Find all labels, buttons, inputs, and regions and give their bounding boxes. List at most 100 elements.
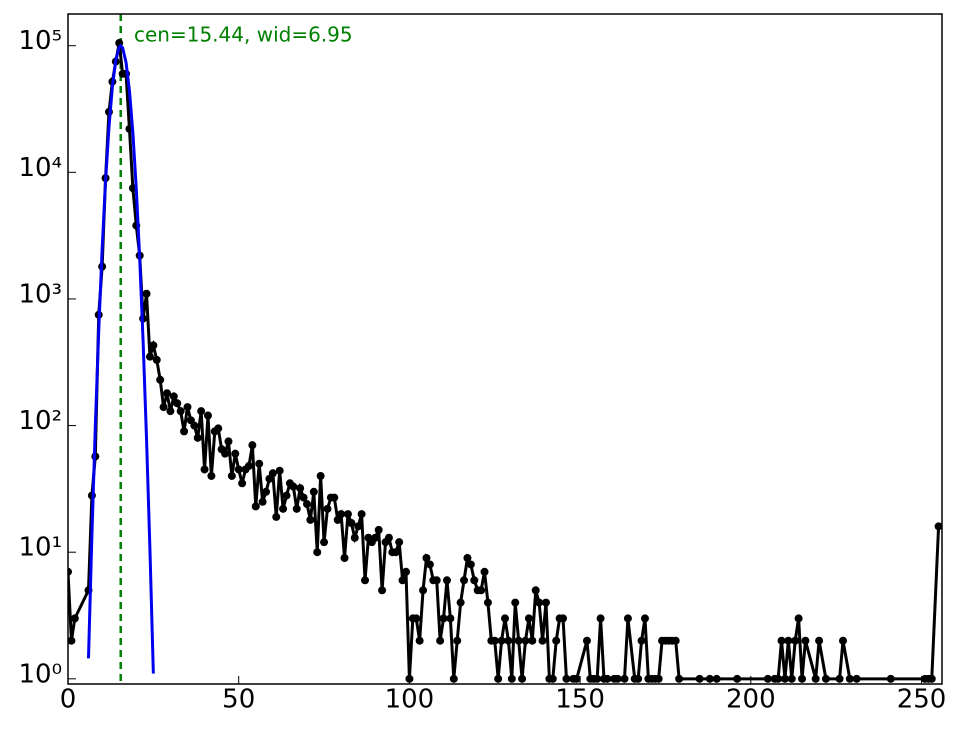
data-point xyxy=(623,614,632,623)
y-tick-label: 10¹ xyxy=(18,533,62,563)
data-point xyxy=(279,504,288,513)
data-point xyxy=(442,576,451,585)
data-point xyxy=(477,586,486,595)
data-point xyxy=(886,674,895,683)
data-point xyxy=(347,519,356,528)
data-point xyxy=(142,289,151,298)
data-point xyxy=(572,674,581,683)
data-point xyxy=(593,674,602,683)
data-point xyxy=(463,553,472,562)
data-point xyxy=(262,487,271,496)
data-point xyxy=(68,636,76,645)
data-line xyxy=(68,42,941,681)
data-point xyxy=(302,500,311,509)
data-point xyxy=(357,510,366,519)
data-point xyxy=(852,674,861,683)
data-point xyxy=(460,576,469,585)
data-point xyxy=(548,674,557,683)
data-point xyxy=(415,636,424,645)
data-point xyxy=(289,482,298,491)
data-point xyxy=(596,614,605,623)
data-point xyxy=(501,614,509,623)
x-tick-label: 50 xyxy=(222,685,255,715)
data-point xyxy=(190,421,199,430)
y-tick-label: 10⁰ xyxy=(18,659,62,689)
data-point xyxy=(774,674,783,683)
x-tick-label: 100 xyxy=(385,685,435,715)
data-point xyxy=(316,471,325,480)
data-point xyxy=(511,598,520,607)
data-point xyxy=(791,636,800,645)
data-point xyxy=(934,522,942,531)
data-point xyxy=(275,466,284,475)
data-point xyxy=(705,674,714,683)
x-tick-label: 250 xyxy=(897,685,947,715)
data-point xyxy=(214,424,223,433)
data-point xyxy=(613,674,622,683)
data-point xyxy=(374,525,383,534)
data-point xyxy=(395,538,404,547)
data-point xyxy=(514,636,523,645)
data-point xyxy=(234,465,243,474)
data-point xyxy=(640,614,649,623)
data-point xyxy=(712,674,721,683)
data-point xyxy=(528,636,537,645)
data-point xyxy=(582,636,591,645)
data-point xyxy=(524,614,533,623)
data-point xyxy=(521,636,530,645)
data-point xyxy=(494,674,503,683)
data-point xyxy=(811,674,820,683)
data-point xyxy=(268,469,277,478)
data-point xyxy=(258,497,267,506)
data-point xyxy=(309,487,318,496)
data-point xyxy=(173,399,182,408)
data-point xyxy=(538,636,547,645)
data-point xyxy=(466,560,475,569)
data-point xyxy=(340,553,349,562)
data-point xyxy=(231,449,240,458)
data-point xyxy=(159,403,168,412)
data-point xyxy=(207,471,216,480)
data-point xyxy=(480,567,489,576)
data-point xyxy=(620,674,629,683)
data-point xyxy=(763,674,772,683)
data-point xyxy=(401,567,410,576)
data-point xyxy=(497,636,506,645)
plot-area xyxy=(68,39,942,683)
data-point xyxy=(272,512,281,521)
data-point xyxy=(337,510,346,519)
y-tick-label: 10⁴ xyxy=(18,153,62,183)
y-tick-label: 10² xyxy=(18,406,62,436)
data-point xyxy=(306,515,315,524)
data-point xyxy=(384,533,393,542)
data-point xyxy=(507,674,516,683)
data-point xyxy=(68,567,72,576)
data-point xyxy=(361,576,370,585)
data-point xyxy=(176,407,185,416)
data-point xyxy=(777,636,786,645)
data-point xyxy=(221,449,230,458)
data-point xyxy=(562,674,571,683)
data-point xyxy=(320,538,329,547)
data-point xyxy=(422,553,431,562)
data-point xyxy=(156,375,165,384)
data-point xyxy=(845,674,854,683)
data-point xyxy=(292,504,301,513)
plot-frame xyxy=(67,13,943,685)
fit-line xyxy=(86,43,155,674)
data-point xyxy=(333,515,342,524)
data-point xyxy=(296,484,305,493)
data-point xyxy=(541,598,550,607)
data-point xyxy=(432,576,441,585)
data-point xyxy=(313,548,322,557)
data-point xyxy=(70,614,79,623)
data-point xyxy=(559,614,568,623)
data-point xyxy=(695,674,704,683)
data-point xyxy=(787,674,796,683)
data-point xyxy=(671,636,680,645)
data-point xyxy=(330,493,339,502)
data-point xyxy=(180,427,189,436)
data-point xyxy=(436,636,445,645)
